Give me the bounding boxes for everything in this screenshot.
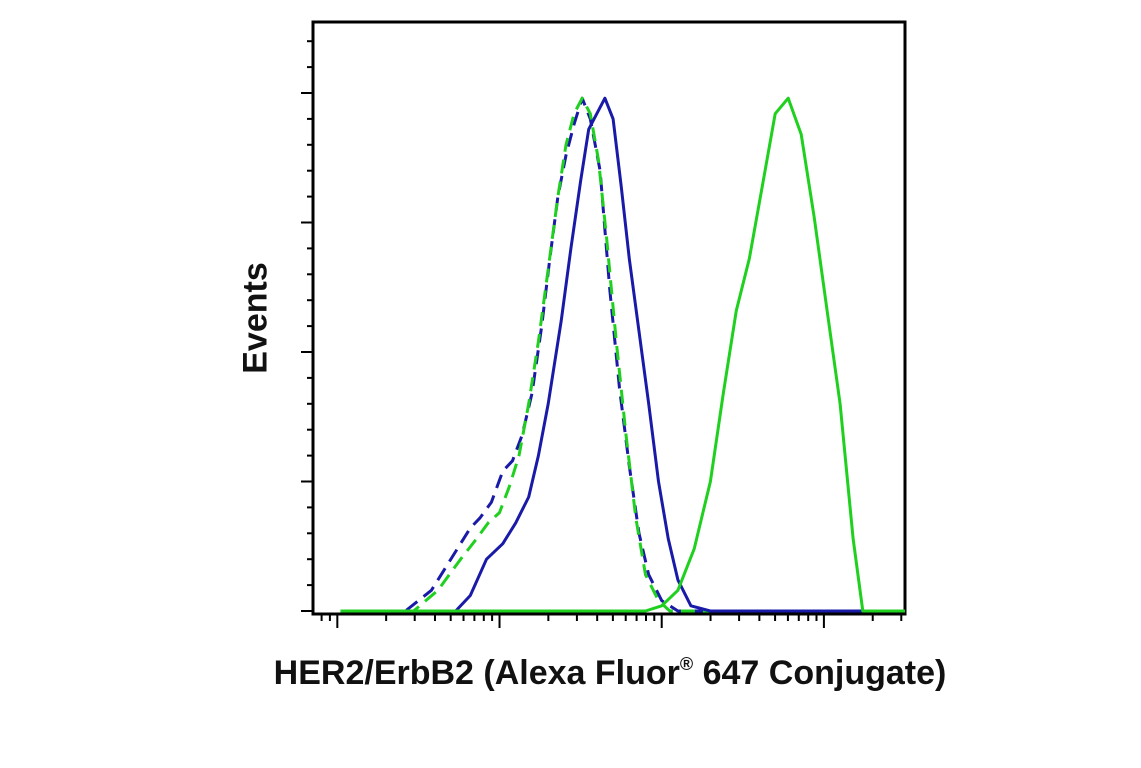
- x-axis-label-text: HER2/ErbB2 (Alexa Fluor: [273, 654, 680, 692]
- x-axis-label: HER2/ErbB2 (Alexa Fluor® 647 Conjugate): [0, 654, 1141, 693]
- series-line-4: [340, 96, 905, 613]
- series-group: [340, 96, 905, 613]
- series-line-3: [340, 96, 905, 613]
- series-line-2: [340, 96, 905, 613]
- y-axis-ticks: [301, 40, 313, 612]
- x-axis-label-text-end: 647 Conjugate): [693, 654, 947, 692]
- registered-mark: ®: [679, 654, 694, 674]
- x-axis-ticks: [320, 614, 903, 628]
- series-line-1: [340, 96, 905, 613]
- y-axis-label: Events: [236, 262, 275, 374]
- plot-frame: [311, 20, 907, 616]
